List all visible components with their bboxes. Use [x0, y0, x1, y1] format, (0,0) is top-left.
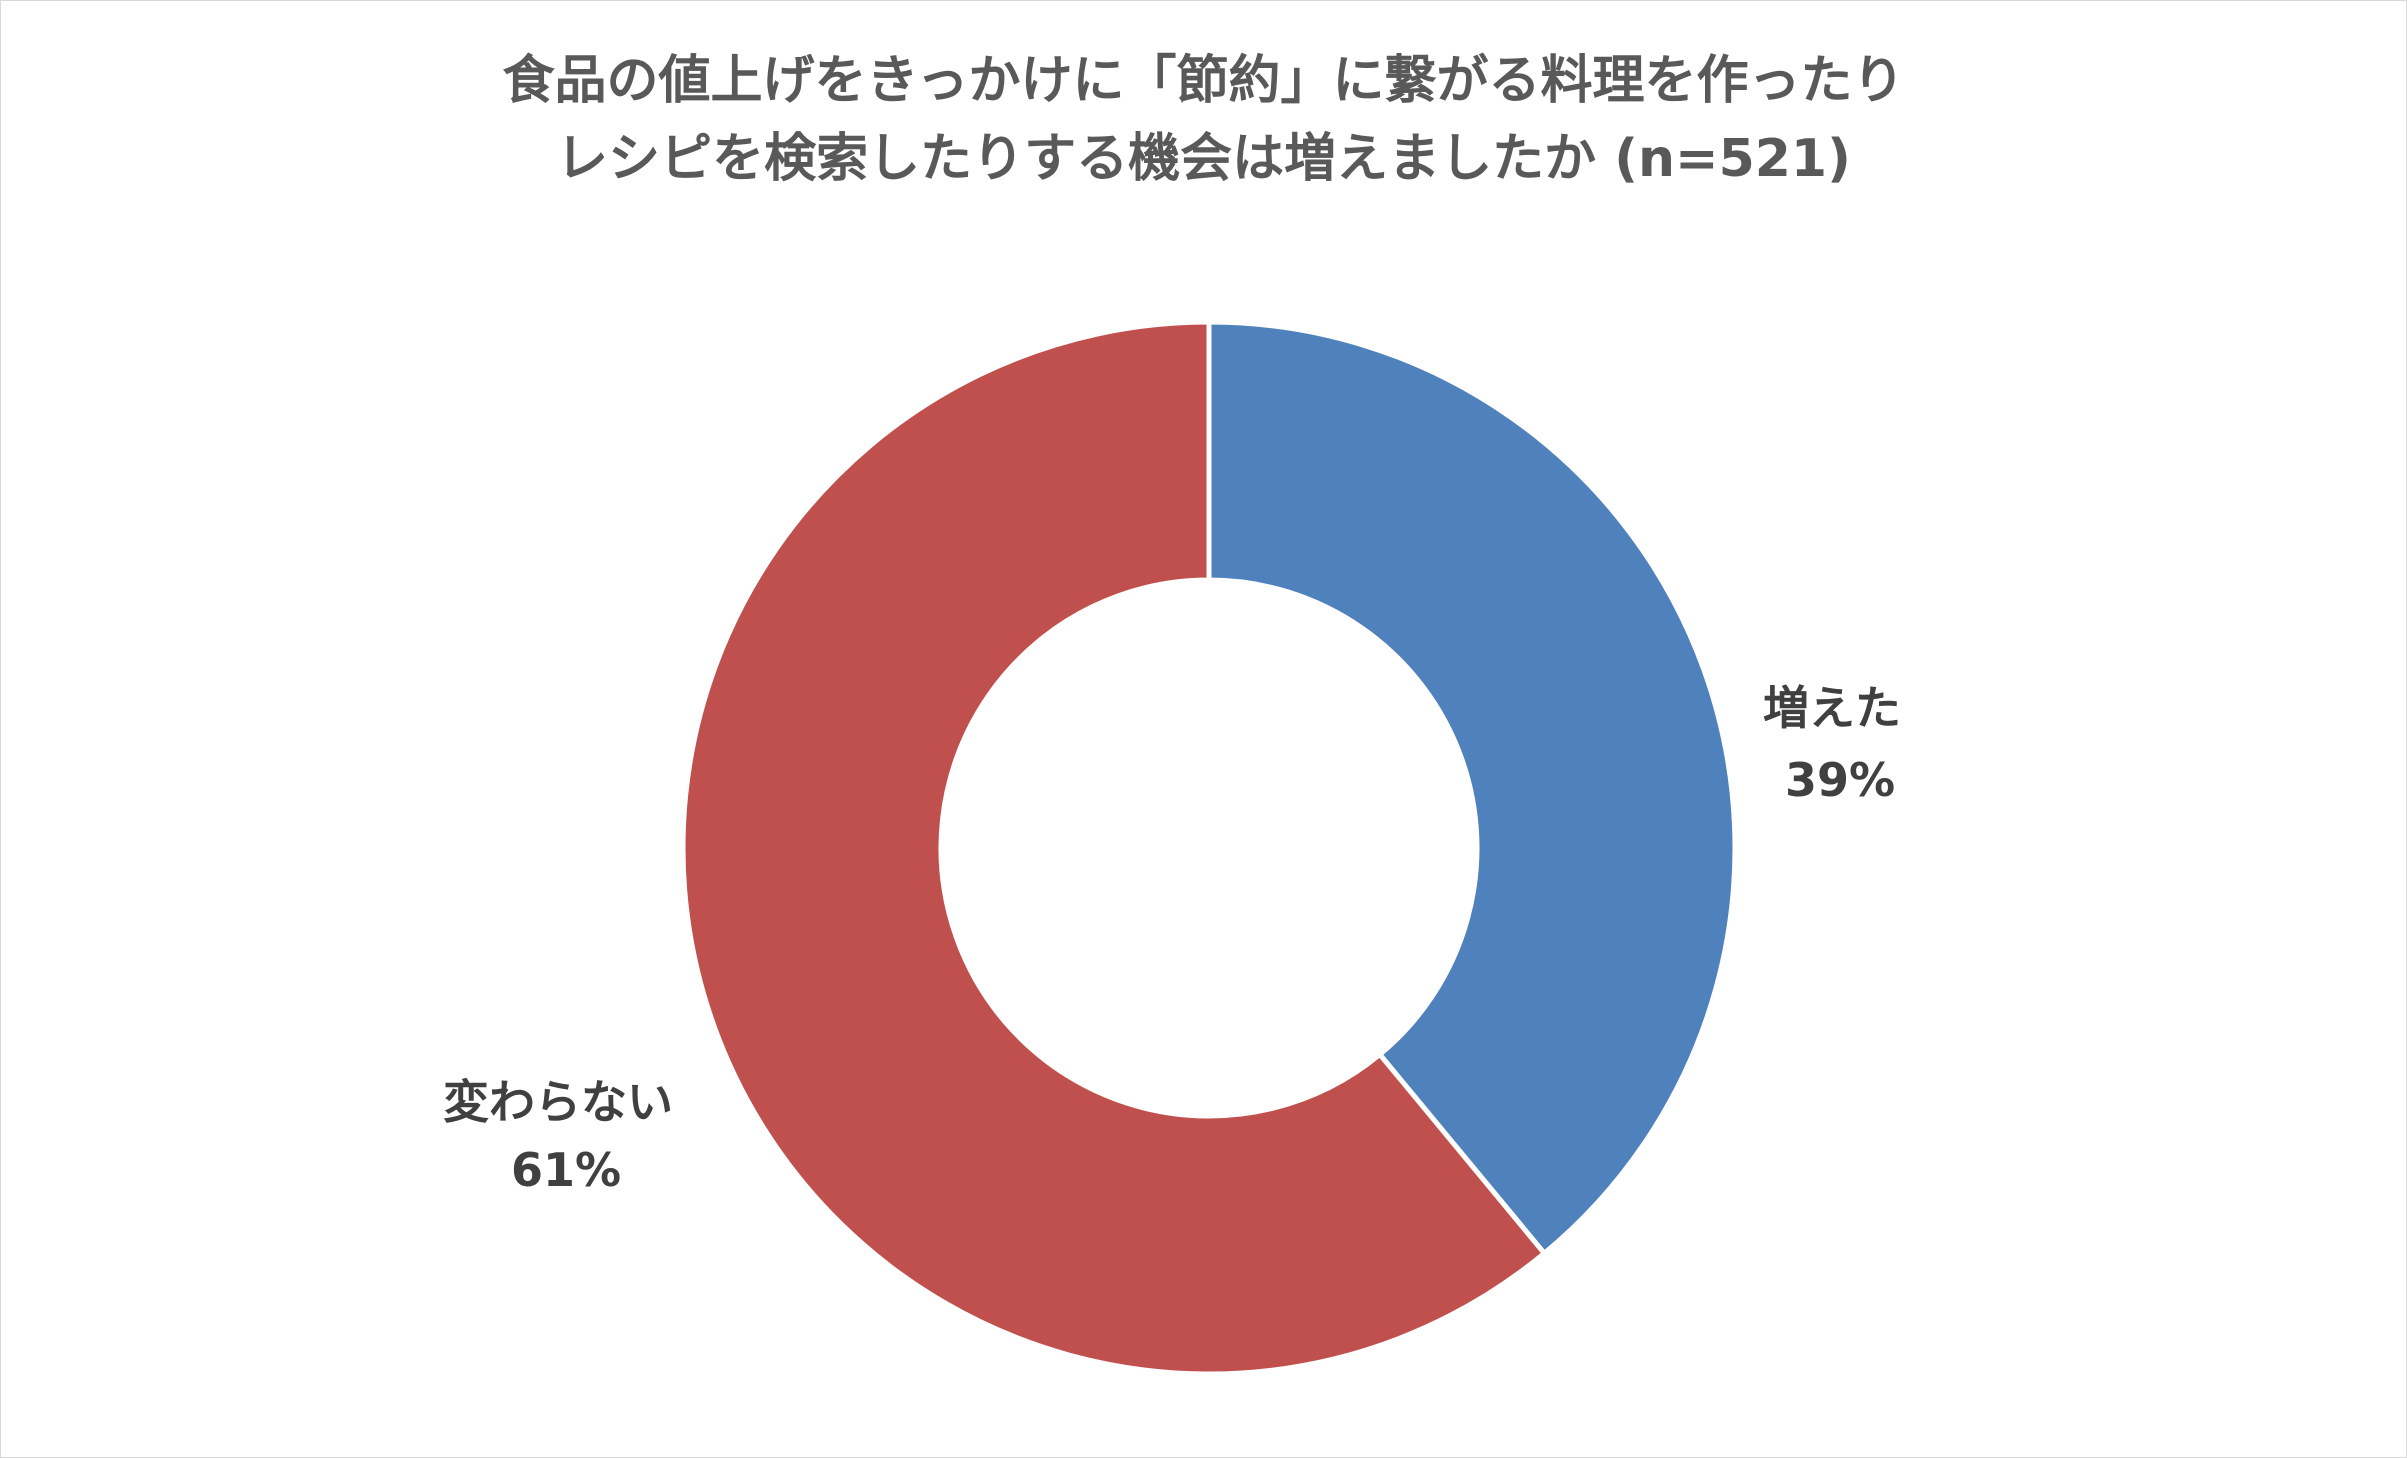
slice-label-unchanged-value: 61% — [511, 1143, 621, 1197]
slice-label-unchanged-name: 変わらない — [443, 1075, 673, 1129]
chart-title: 食品の値上げをきっかけに「節約」に繋がる料理を作ったり レシピを検索したりする機… — [0, 42, 2407, 198]
donut-labels: 増えた 39% 変わらない 61% — [443, 681, 1917, 1197]
slice-label-unchanged: 変わらない 61% — [443, 1075, 689, 1197]
donut-slice-unchanged — [680, 319, 1548, 1377]
slice-label-increased-name: 増えた — [1763, 681, 1901, 735]
chart-title-line-2: レシピを検索したりする機会は増えましたか (n=521) — [556, 129, 1851, 189]
donut-slices — [680, 319, 1738, 1377]
slice-label-increased-value: 39% — [1785, 753, 1895, 807]
chart-title-line-1: 食品の値上げをきっかけに「節約」に繋がる料理を作ったり — [502, 51, 1905, 111]
donut-slice-increased — [1206, 319, 1738, 1257]
slice-label-increased: 増えた 39% — [1763, 681, 1917, 807]
